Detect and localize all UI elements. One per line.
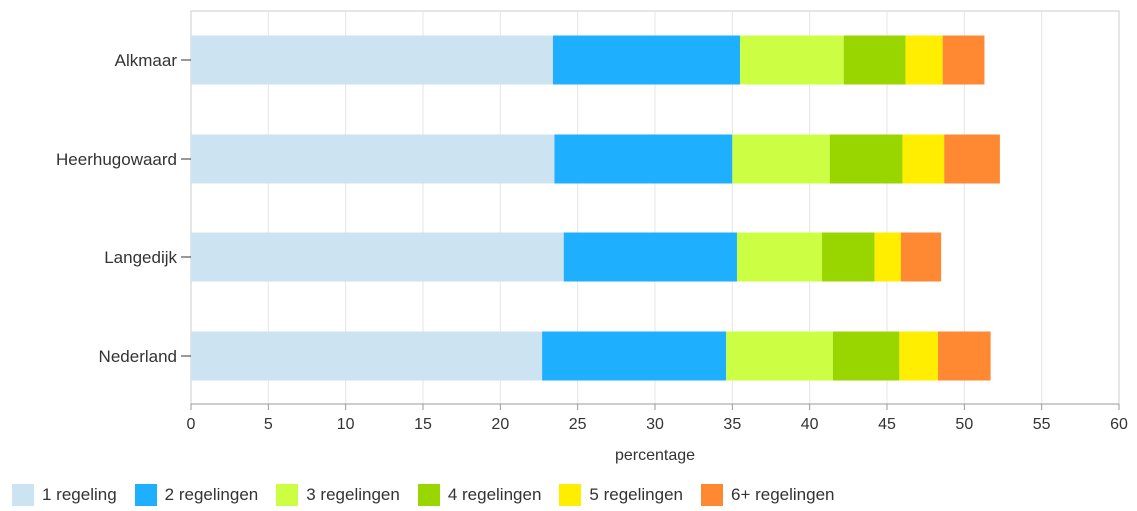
bar-segment (554, 134, 733, 184)
legend-item[interactable]: 6+ regelingen (700, 484, 835, 506)
axes: 0 5 10 15 20 25 30 35 40 45 50 55 60 Alkmaar Heerhugow… (56, 51, 1128, 433)
x-tick-label: 5 (264, 416, 273, 433)
category-label-highlighted[interactable]: Langedijk (104, 248, 177, 267)
bars (191, 35, 1000, 381)
x-tick-label: 60 (1110, 416, 1128, 433)
legend-item[interactable]: 2 regelingen (134, 484, 259, 506)
legend-label: 2 regelingen (164, 485, 259, 504)
bar-segment (944, 134, 1000, 184)
bar-segment (874, 232, 901, 282)
x-tick-label: 35 (723, 416, 741, 433)
x-tick-label: 0 (187, 416, 196, 433)
legend-label: 1 regeling (42, 485, 117, 504)
bar-segment (942, 35, 985, 85)
stacked-bar-chart: 0 5 10 15 20 25 30 35 40 45 50 55 60 Alkmaar Heerhugow… (56, 10, 1128, 464)
bar-segment (191, 134, 555, 184)
bar-segment (191, 35, 553, 85)
bar-segment (822, 232, 875, 282)
legend-label: 6+ regelingen (730, 485, 835, 504)
x-tick-label: 10 (337, 416, 355, 433)
bar-segment (900, 232, 942, 282)
category-label: Heerhugowaard (56, 150, 177, 169)
legend-swatch (700, 484, 723, 506)
x-tick-label: 55 (1033, 416, 1051, 433)
bar-segment (843, 35, 906, 85)
legend: 1 regeling 2 regelingen 3 regelingen 4 rege… (12, 484, 853, 506)
bar-segment (938, 331, 991, 381)
legend-label: 4 regelingen (447, 485, 542, 504)
bar-segment (552, 35, 741, 85)
legend-item[interactable]: 1 regeling (12, 484, 117, 506)
legend-swatch (559, 484, 582, 506)
x-tick-label: 45 (878, 416, 896, 433)
legend-item[interactable]: 3 regelingen (276, 484, 400, 506)
bar-segment (736, 232, 823, 282)
bar-segment (899, 331, 939, 381)
bar-segment (191, 232, 564, 282)
bar-segment (829, 134, 903, 184)
x-tick-label: 25 (569, 416, 587, 433)
legend-item[interactable]: 5 regelingen (559, 484, 683, 506)
legend-swatch (417, 484, 440, 506)
x-tick-label: 50 (955, 416, 973, 433)
legend-label: 5 regelingen (589, 485, 683, 504)
legend-label: 3 regelingen (306, 485, 400, 504)
bar-segment (905, 35, 943, 85)
bar-segment (191, 331, 543, 381)
x-tick-label: 20 (491, 416, 509, 433)
x-tick-label: 40 (801, 416, 819, 433)
bar-segment (832, 331, 900, 381)
bar-segment (563, 232, 737, 282)
category-label: Nederland (99, 347, 177, 366)
category-label: Alkmaar (115, 51, 178, 70)
x-axis-title: percentage (615, 447, 695, 464)
legend-swatch (12, 484, 34, 506)
bar-segment (740, 35, 844, 85)
legend-swatch (276, 484, 299, 506)
bar-segment (732, 134, 830, 184)
x-tick-label: 15 (414, 416, 432, 433)
bar-segment (542, 331, 727, 381)
bar-segment (902, 134, 945, 184)
x-tick-label: 30 (646, 416, 664, 433)
legend-item[interactable]: 4 regelingen (417, 484, 542, 506)
legend-swatch (134, 484, 157, 506)
bar-segment (726, 331, 833, 381)
